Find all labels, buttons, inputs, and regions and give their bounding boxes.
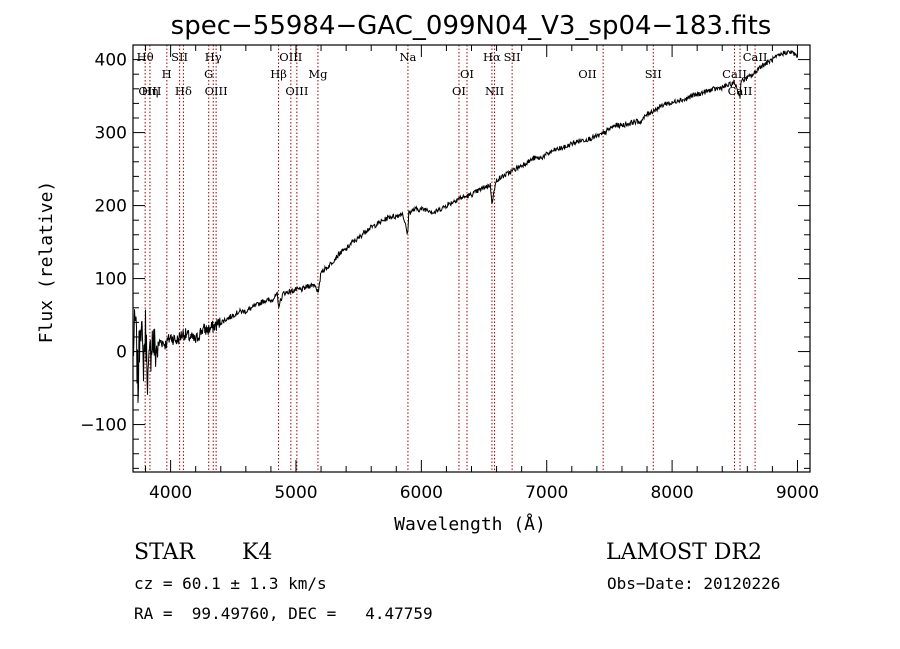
plot-frame: [132, 44, 811, 473]
line-marker-label-23: CaII: [743, 50, 768, 64]
line-marker-label-17: SII: [504, 50, 521, 64]
line-marker-label-13: Na: [399, 50, 416, 64]
line-marker-label-18: NII: [485, 84, 504, 98]
coordinates-text: RA = 99.49760, DEC = 4.47759: [134, 604, 433, 623]
y-tick-label-2: 100: [95, 270, 127, 290]
tick-labels-group: 4000 5000 6000 7000 8000 9000 −100 0 100 200 300 40…: [80, 51, 819, 503]
line-marker-label-11: OIII: [285, 84, 308, 98]
line-marker-label-14: OI: [460, 67, 474, 81]
line-marker-label-10: OIII: [279, 50, 302, 64]
x-tick-label-8000: 8000: [650, 483, 693, 503]
x-tick-label-4000: 4000: [149, 483, 192, 503]
line-marker-label-8: OIII: [205, 84, 228, 98]
line-marker-label-12: Mg: [308, 67, 328, 81]
marker-labels-group: HθOIIIHηHSIIHδHγGOIIIHβOIIIOIIIMgNaOIOIH…: [137, 50, 768, 98]
y-tick-label-0: −100: [80, 416, 127, 436]
obs-date-text: Obs−Date: 20120226: [607, 574, 781, 593]
line-marker-label-9: Hβ: [270, 67, 287, 81]
x-tick-label-6000: 6000: [400, 483, 443, 503]
line-marker-label-3: H: [162, 67, 172, 81]
axis-ticks-group: [133, 44, 810, 472]
y-axis-label: Flux (relative): [36, 181, 57, 344]
x-tick-label-5000: 5000: [274, 483, 317, 503]
line-marker-label-6: Hγ: [205, 50, 222, 64]
line-marker-label-19: OII: [578, 67, 597, 81]
line-marker-label-0: Hθ: [137, 50, 154, 64]
line-marker-label-2: Hη: [141, 84, 158, 98]
object-subclass: K4: [242, 540, 273, 565]
line-marker-label-7: G: [204, 67, 213, 81]
survey-name: LAMOST DR2: [606, 540, 762, 565]
x-axis-label: Wavelength (Å): [394, 513, 546, 535]
x-tick-label-9000: 9000: [776, 483, 819, 503]
spectrum-series-line: [132, 50, 798, 403]
line-marker-label-5: Hδ: [175, 84, 192, 98]
y-tick-label-5: 400: [95, 51, 127, 71]
line-marker-label-21: CaII: [722, 67, 747, 81]
line-marker-label-20: SII: [645, 67, 662, 81]
object-class: STAR: [134, 540, 195, 565]
line-marker-label-1: OIII: [138, 84, 161, 98]
velocity-text: cz = 60.1 ± 1.3 km/s: [134, 574, 327, 593]
line-marker-label-15: OI: [452, 84, 466, 98]
y-tick-label-4: 300: [95, 124, 127, 144]
line-marker-label-4: SII: [171, 50, 188, 64]
y-tick-label-3: 200: [95, 197, 127, 217]
line-marker-label-16: Hα: [483, 50, 501, 64]
marker-lines-group: [144, 45, 756, 472]
y-tick-label-1: 0: [116, 343, 127, 363]
chart-title: spec−55984−GAC_099N04_V3_sp04−183.fits: [171, 11, 772, 41]
x-tick-label-7000: 7000: [525, 483, 568, 503]
